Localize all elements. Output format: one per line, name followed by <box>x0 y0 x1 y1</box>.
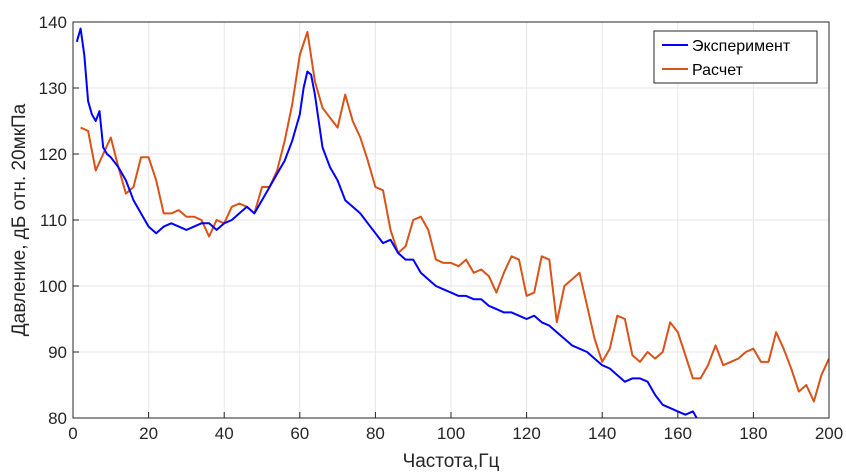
series-line-experiment <box>75 27 698 418</box>
x-tick-label: 60 <box>290 424 309 443</box>
series-layer <box>75 27 829 418</box>
x-tick-label: 0 <box>68 424 77 443</box>
y-tick-label: 100 <box>39 277 67 296</box>
x-tick-label: 20 <box>139 424 158 443</box>
y-tick-label: 90 <box>48 343 67 362</box>
x-tick-label: 120 <box>512 424 540 443</box>
legend-box <box>653 30 818 84</box>
x-tick-label: 200 <box>815 424 843 443</box>
y-tick-label: 110 <box>40 211 67 230</box>
x-tick-label: 40 <box>215 424 234 443</box>
y-tick-label: 140 <box>39 13 67 32</box>
x-tick-label: 160 <box>664 424 692 443</box>
legend-label-calculation: Расчет <box>692 62 744 79</box>
x-tick-label: 100 <box>437 424 465 443</box>
y-tick-label: 130 <box>39 79 67 98</box>
y-tick-label: 120 <box>39 145 67 164</box>
series-line-calculation <box>80 30 829 403</box>
x-tick-label: 180 <box>739 424 767 443</box>
legend: Эксперимент Расчет <box>653 30 818 84</box>
y-tick-label: 80 <box>48 409 67 428</box>
axis-ticks: 0 20 40 60 80 100 120 140 160 180 200 80 90 100 110 120… <box>39 13 844 443</box>
x-tick-label: 140 <box>588 424 616 443</box>
y-axis-label: Давление, дБ отн. 20мкПа <box>9 103 30 336</box>
x-tick-label: 80 <box>366 424 385 443</box>
x-axis-label: Частота,Гц <box>403 451 500 472</box>
legend-label-experiment: Эксперимент <box>692 38 791 55</box>
